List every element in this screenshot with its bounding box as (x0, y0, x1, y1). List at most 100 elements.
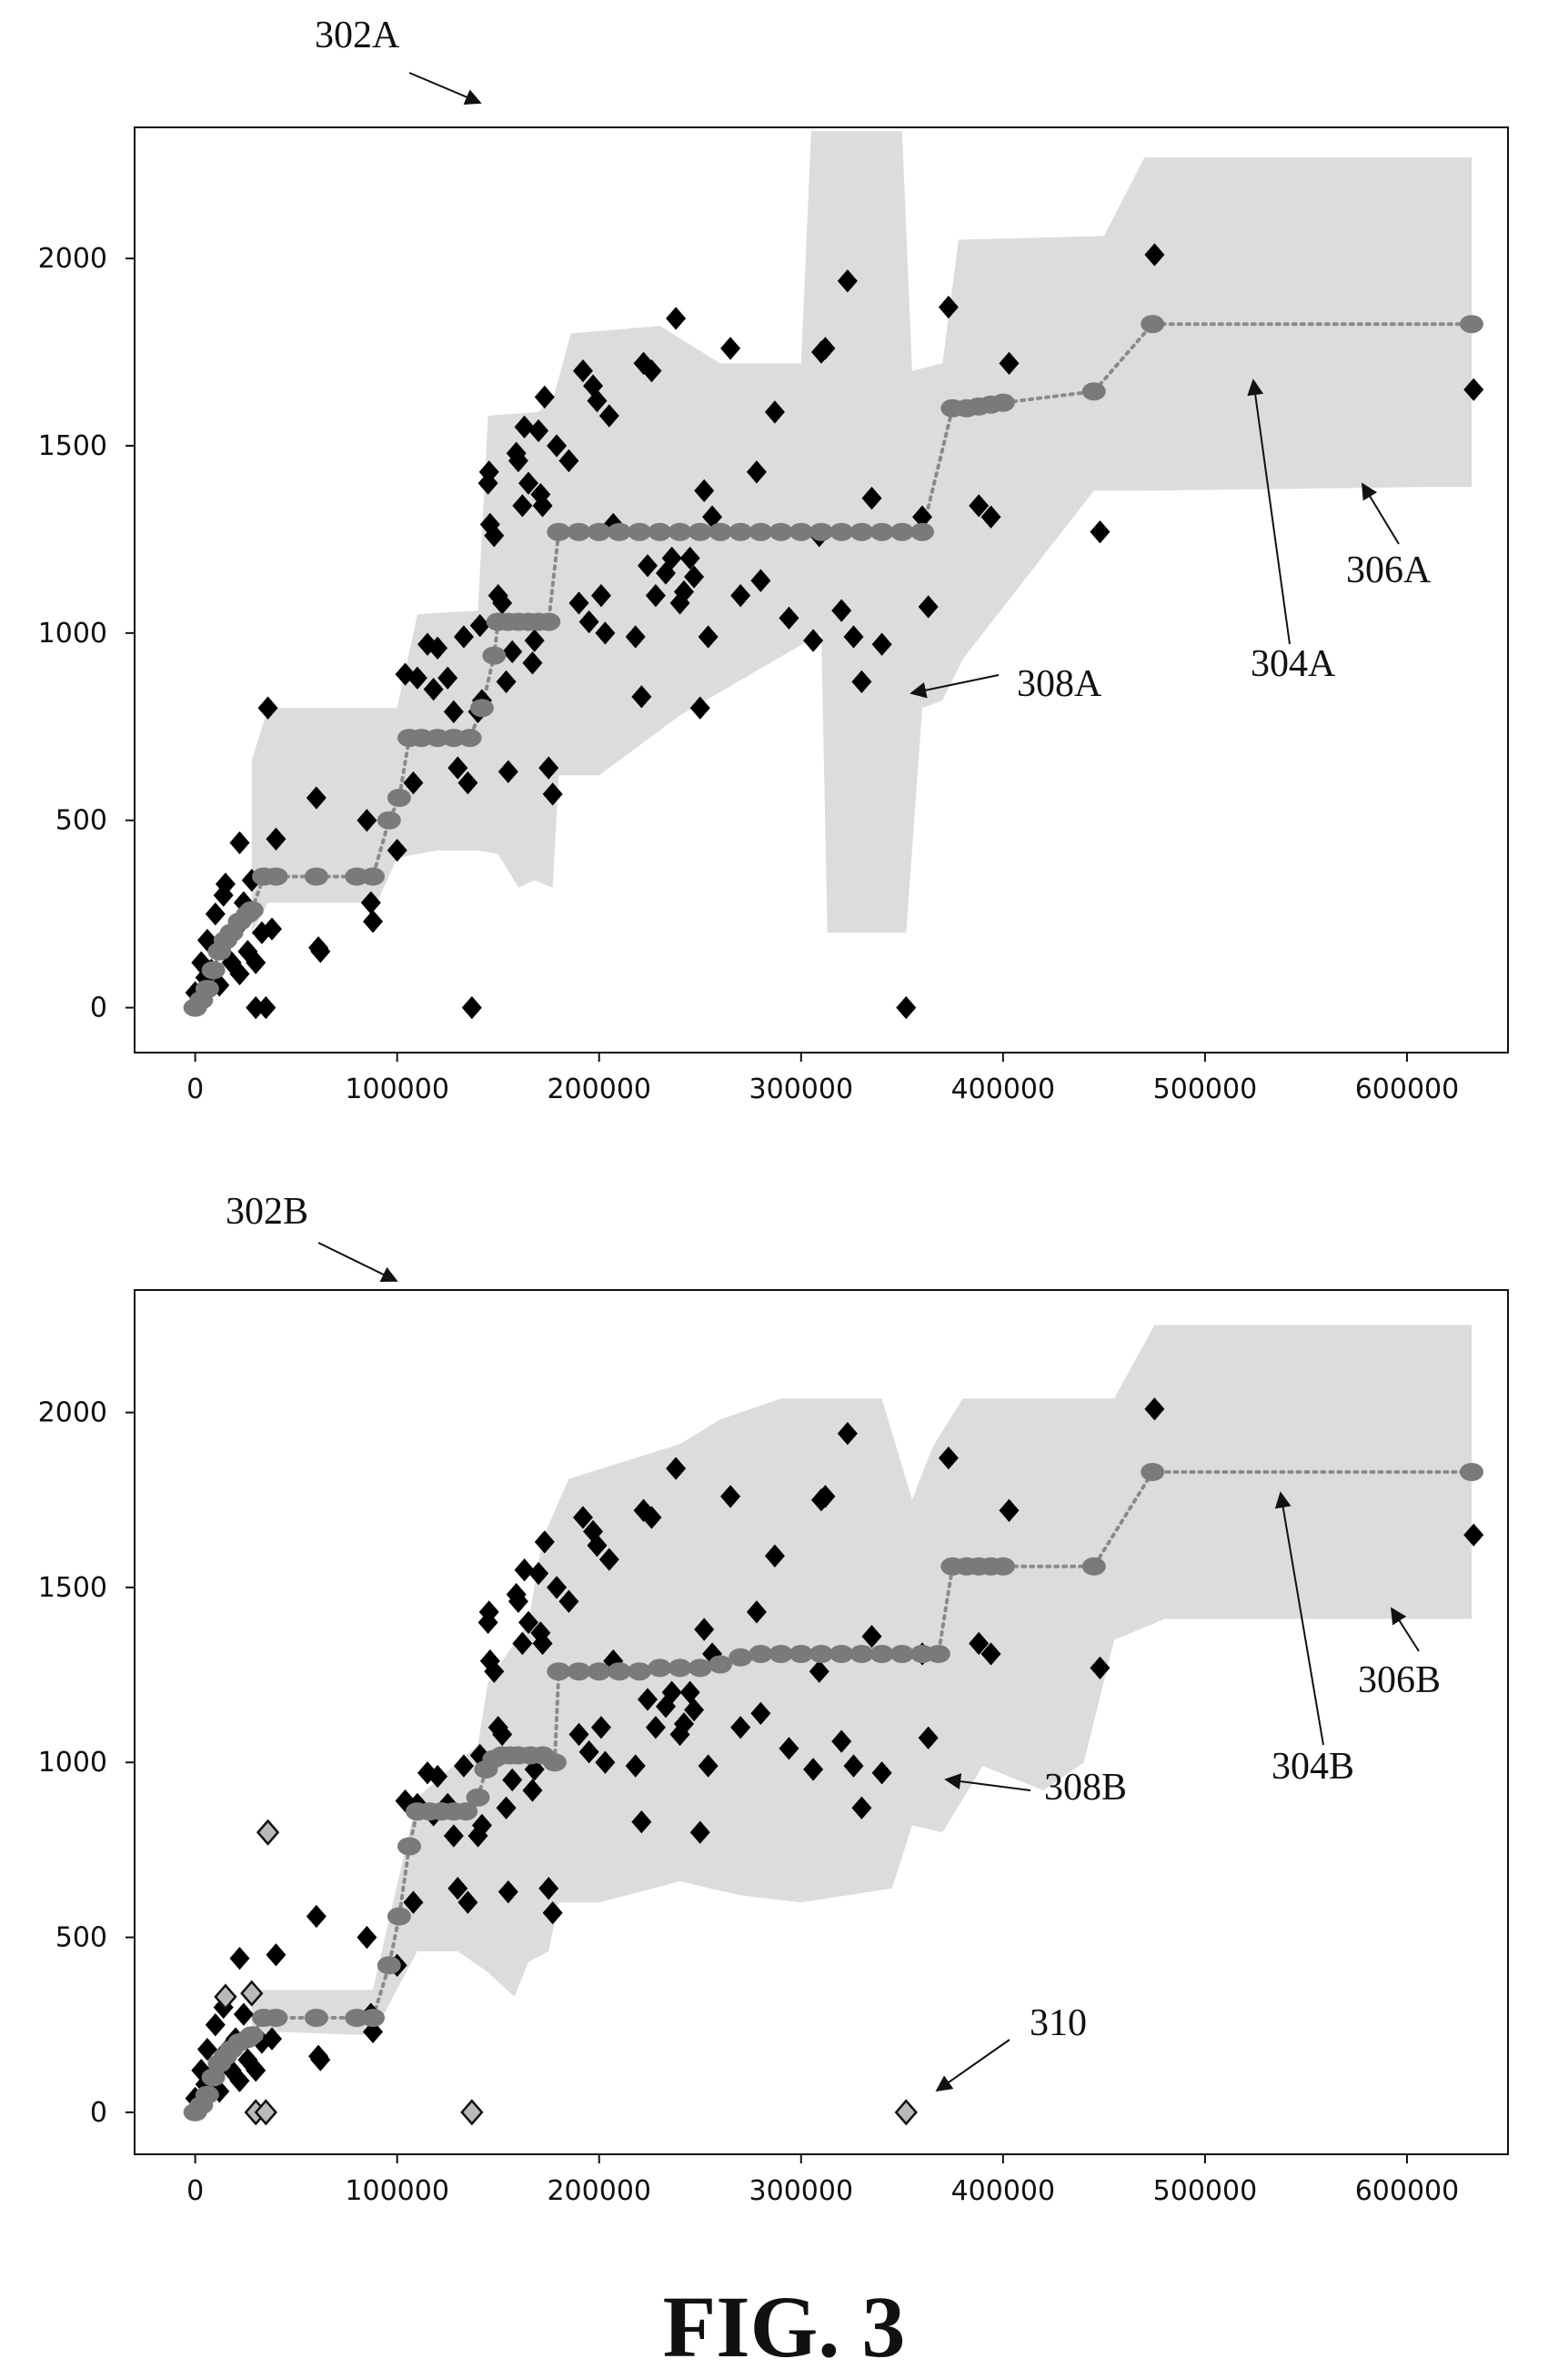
data-point (598, 404, 619, 428)
data-point (572, 358, 593, 383)
data-point (803, 1758, 824, 1781)
curve-marker (304, 2009, 328, 2027)
curve-marker (648, 1658, 672, 1678)
fitted-curve-markers-a (183, 315, 1483, 1017)
data-point (861, 486, 882, 510)
data-point (980, 505, 1001, 529)
data-point (815, 1485, 836, 1508)
data-point (532, 494, 553, 518)
data-point (453, 625, 474, 649)
curve-marker (195, 2085, 219, 2104)
x-tick-label: 300000 (749, 2175, 854, 2207)
data-point (547, 434, 568, 458)
data-point (641, 1506, 662, 1529)
data-point (625, 1754, 646, 1778)
arrow-306b (1391, 1607, 1420, 1652)
y-tick-label: 2000 (38, 1397, 107, 1429)
data-point (684, 565, 705, 589)
outlier-point (894, 2099, 918, 2126)
curve-marker (688, 1658, 712, 1678)
curve-marker (769, 522, 793, 541)
data-point (357, 809, 377, 832)
data-point (528, 418, 549, 443)
data-point (698, 625, 719, 649)
confidence-band-area (251, 1325, 1472, 2042)
data-point (587, 388, 608, 413)
curve-marker (542, 1753, 567, 1772)
x-tick-label: 600000 (1355, 1074, 1460, 1105)
data-point (568, 1722, 589, 1747)
arrow-306a (1362, 482, 1400, 545)
data-point (205, 902, 226, 926)
curve-marker (1460, 315, 1483, 334)
data-point (698, 1754, 719, 1778)
arrow-302b (317, 1242, 398, 1282)
data-point (423, 677, 444, 701)
data-point (469, 613, 490, 638)
data-point (674, 1712, 694, 1736)
data-point (492, 1722, 513, 1747)
label-304a: 304A (1251, 643, 1336, 685)
data-point (453, 1754, 474, 1778)
data-points-b (185, 1397, 1484, 2111)
data-point (478, 1600, 499, 1624)
data-point (694, 479, 715, 503)
x-tick-label: 100000 (345, 2175, 449, 2207)
data-point (310, 2048, 331, 2072)
curve-marker (628, 1662, 652, 1681)
data-point (498, 1880, 518, 1904)
curve-marker (361, 2009, 385, 2027)
x-tick-label: 0 (186, 1074, 204, 1105)
y-tick-label: 1500 (38, 430, 107, 462)
data-point (631, 685, 652, 709)
data-point (764, 1544, 785, 1568)
data-point (538, 756, 559, 780)
data-point (496, 1796, 517, 1820)
data-point (558, 449, 579, 473)
y-tick-label: 500 (55, 1922, 107, 1954)
y-tick-label: 0 (90, 2097, 107, 2129)
arrow-310 (935, 2039, 1010, 2092)
data-point (831, 599, 852, 622)
data-point (720, 337, 741, 360)
data-point (912, 505, 933, 529)
data-point (896, 995, 917, 1020)
curve-marker (567, 1662, 591, 1681)
data-point (403, 1890, 424, 1914)
data-point (205, 2013, 226, 2037)
data-point (542, 782, 563, 806)
data-point (918, 1726, 939, 1749)
curve-marker (648, 522, 672, 541)
x-tick-label: 100000 (345, 1074, 449, 1105)
curve-marker (377, 1956, 401, 1975)
data-point (1090, 520, 1111, 544)
data-point (746, 460, 767, 484)
x-tick-label: 200000 (547, 2175, 651, 2207)
chart-b: 0 100000 200000 300000 400000 500000 600000 0 5… (38, 1289, 1509, 2207)
data-point (779, 606, 799, 630)
curve-marker (587, 1662, 611, 1681)
curve-marker (457, 729, 482, 748)
data-point (477, 1610, 498, 1635)
data-point (443, 700, 464, 723)
data-point (674, 580, 694, 604)
curve-marker (607, 522, 631, 541)
data-point (669, 1722, 690, 1747)
curve-marker (910, 522, 934, 541)
data-point (578, 610, 599, 634)
curve-marker (849, 1645, 874, 1663)
data-point (803, 629, 824, 652)
curve-marker (264, 867, 288, 886)
data-point (918, 595, 939, 619)
arrow-304a (1247, 378, 1291, 645)
data-point (746, 1600, 767, 1624)
curve-marker (668, 1658, 692, 1678)
curve-marker (668, 522, 692, 541)
data-point (427, 1764, 448, 1789)
data-point (196, 2037, 217, 2061)
curve-marker (849, 522, 874, 541)
curve-marker (869, 1645, 894, 1663)
curve-marker (547, 522, 571, 541)
curve-marker (387, 1907, 411, 1926)
data-point (469, 1743, 490, 1768)
